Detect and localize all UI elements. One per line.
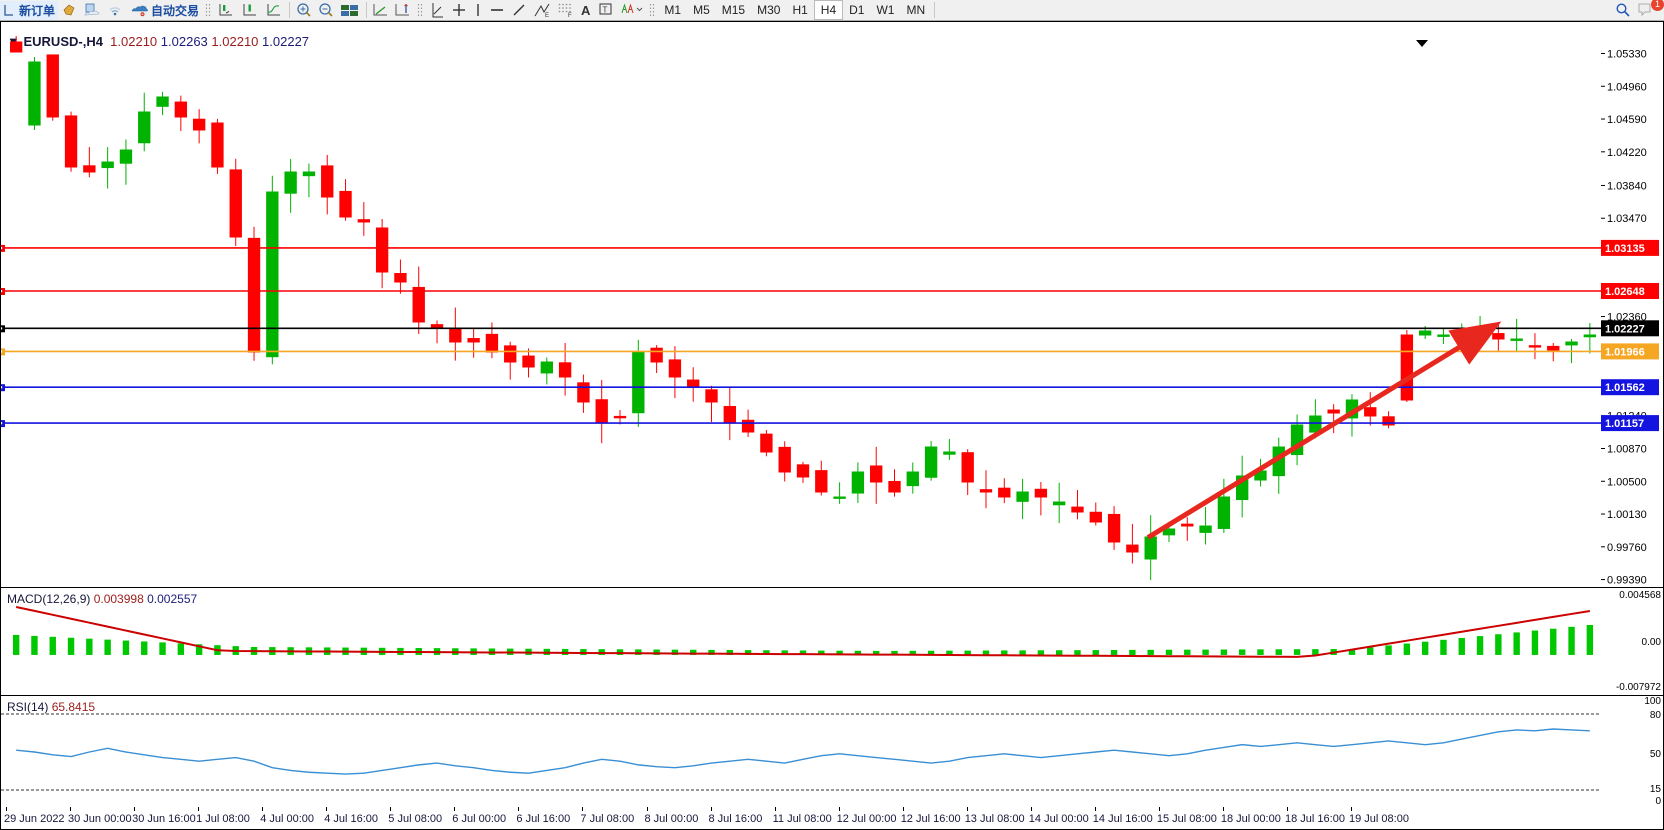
svg-text:T: T xyxy=(603,6,608,15)
svg-text:E: E xyxy=(545,13,549,18)
svg-text:F: F xyxy=(568,13,572,18)
